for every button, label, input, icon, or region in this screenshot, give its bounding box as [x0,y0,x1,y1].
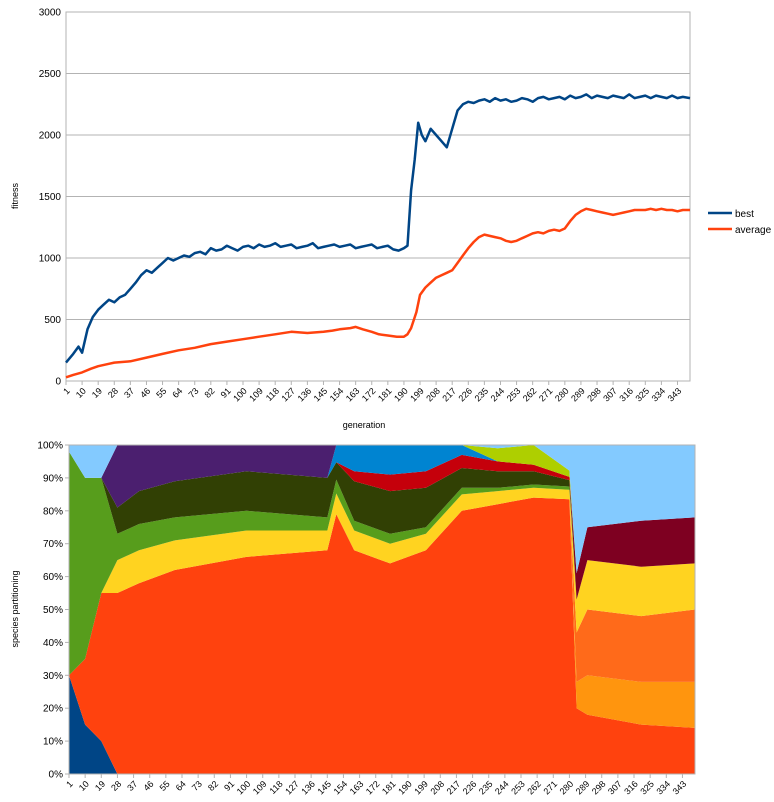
x-tick-label: 1 [61,386,72,397]
x-tick-label: 82 [203,386,217,400]
x-tick-label-2: 91 [222,779,236,793]
y-tick-label-2: 100% [37,441,63,452]
area-band-6 [69,451,695,600]
x-tick-label: 55 [154,386,168,400]
y-tick-label: 2000 [39,131,62,142]
y-tick-labels: 0 500 1000 1500 2000 2500 3000 [39,8,62,388]
y-tick-label-2: 10% [43,737,63,748]
y-tick-label-2: 0% [49,770,64,781]
legend-label-average: average [735,225,772,236]
legend: best average [708,209,772,236]
x-tick-label-2: 64 [174,779,188,793]
x-tick-label-2: 10 [77,779,91,793]
area-band-3 [69,497,695,682]
area-band-11 [69,445,695,574]
x-tick-label: 19 [90,386,104,400]
series-lines [65,93,691,379]
y-tick-label: 0 [55,377,61,388]
y-tick-label: 2500 [39,69,62,80]
y-tick-label-2: 40% [43,638,63,649]
y-tick-label-2: 90% [43,473,63,484]
x-tick-label-2: 82 [206,779,220,793]
area-band-12 [69,445,695,574]
x-tick-label: 73 [186,386,200,400]
x-tick-label: 46 [138,386,152,400]
y-tick-label-2: 60% [43,572,63,583]
y-tick-label: 500 [44,315,61,326]
x-tick-label: 10 [74,386,88,400]
area-band-2 [69,497,695,728]
area-band-7 [69,451,695,600]
area-band-4 [69,487,695,676]
y-tick-label-2: 80% [43,506,63,517]
y-tick-label-2: 20% [43,704,63,715]
x-tick-label-2: 46 [141,779,155,793]
y-tick-label: 3000 [39,8,62,19]
y-axis-label: fitness [10,182,20,209]
y-tick-labels-2: 0% 10% 20% 30% 40% 50% 60% 70% 80% 90% 100% [37,441,69,781]
x-axis-label: generation [343,420,386,430]
x-tick-label: 64 [170,386,184,400]
x-tick-label: 91 [219,386,233,400]
x-tick-label-2: 19 [93,779,107,793]
y-tick-label-2: 50% [43,605,63,616]
plot-area-frame [65,11,691,382]
y-axis-label-2: species partitioning [10,570,20,647]
area-band-9 [69,445,695,574]
x-tick-label-2: 37 [125,779,139,793]
y-tick-label-2: 30% [43,671,63,682]
x-tick-label-2: 73 [190,779,204,793]
x-tick-label: 28 [106,386,120,400]
x-tick-label-2: 55 [158,779,172,793]
y-tick-label: 1500 [39,192,62,203]
species-stacked-area-chart: 0% 10% 20% 30% 40% 50% 60% 70% 80% 90% 100% 1 10 19 2… [10,441,696,796]
x-tick-label-2: 1 [64,779,75,790]
x-tick-label: 37 [122,386,136,400]
x-tick-label-2: 28 [109,779,123,793]
legend-label-best: best [735,209,754,220]
series-line-average [65,207,690,379]
series-line-best [65,93,691,364]
y-tick-label: 1000 [39,254,62,265]
stacked-areas [69,445,695,774]
y-tick-label-2: 70% [43,539,63,550]
area-band-1 [69,497,695,774]
